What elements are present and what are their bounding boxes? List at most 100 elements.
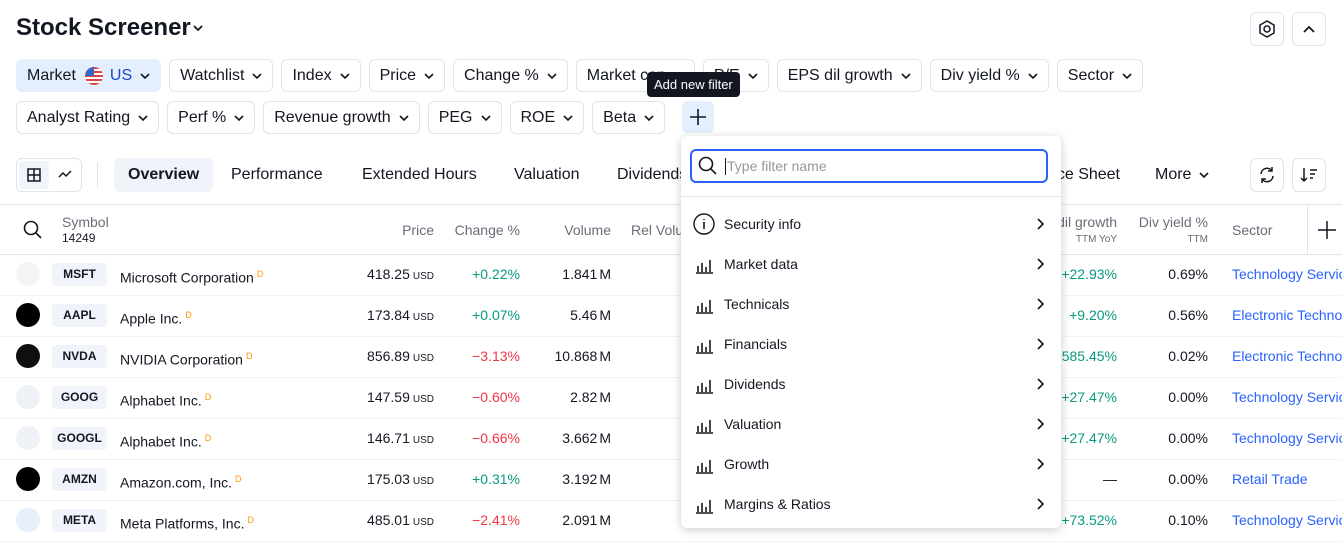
- tab[interactable]: Extended Hours: [362, 166, 477, 183]
- sector[interactable]: Technology Services: [1232, 430, 1342, 446]
- volume-unit: M: [599, 389, 611, 405]
- page-title[interactable]: Stock Screener: [16, 14, 191, 41]
- tab[interactable]: Performance: [231, 166, 323, 183]
- div-yield: 0.00%: [1168, 430, 1208, 446]
- column-header: Price: [402, 222, 434, 238]
- price-value: 147.59: [367, 389, 410, 405]
- ticker-badge[interactable]: GOOG: [52, 386, 107, 409]
- menu-icon: [693, 453, 715, 475]
- settings-button[interactable]: [1250, 12, 1284, 46]
- filter-pill[interactable]: Div yield %: [929, 59, 1049, 92]
- volume: 1.841 M: [562, 254, 611, 295]
- menu-item[interactable]: Dividends: [681, 364, 1061, 404]
- sort-button[interactable]: [1292, 158, 1326, 192]
- menu-icon: [693, 213, 715, 235]
- filter-row: Analyst Rating Perf % Revenue growth PEG ROE…: [16, 101, 666, 134]
- sector[interactable]: Technology Services: [1232, 389, 1342, 405]
- sector[interactable]: Electronic Technology: [1232, 307, 1342, 323]
- eps-growth: +22.93%: [1061, 266, 1117, 282]
- ticker-badge[interactable]: GOOGL: [52, 427, 107, 450]
- add-filter-button[interactable]: [682, 101, 714, 133]
- currency: USD: [412, 394, 434, 405]
- filter-pill[interactable]: Market US: [16, 59, 162, 92]
- menu-item[interactable]: Growth: [681, 444, 1061, 484]
- table-row[interactable]: AAPL Apple Inc. D 173.84 USD +0.07% 5.46 M +9.20…: [0, 295, 1342, 337]
- filter-pill[interactable]: Index: [281, 59, 361, 92]
- ticker-badge[interactable]: AMZN: [52, 468, 107, 491]
- menu-item[interactable]: Margins & Ratios: [681, 484, 1061, 524]
- refresh-button[interactable]: [1250, 158, 1284, 192]
- column-header: Volume: [564, 222, 611, 238]
- filter-label: Market: [27, 66, 76, 84]
- chevron: [1036, 378, 1044, 390]
- chevron: [480, 114, 491, 122]
- volume-value: 3.192: [562, 471, 598, 487]
- volume-unit: M: [599, 471, 611, 487]
- eps-growth: —: [1103, 471, 1117, 487]
- company-name-text: Meta Platforms, Inc.: [120, 515, 245, 532]
- table-row[interactable]: NVDA NVIDIA Corporation D 856.89 USD −3.13% 10…: [0, 336, 1342, 378]
- tab[interactable]: Dividends: [617, 166, 688, 183]
- filter-pill[interactable]: EPS dil growth: [776, 59, 922, 92]
- filter-pill[interactable]: PEG: [427, 101, 502, 134]
- eps-growth: +9.20%: [1069, 307, 1117, 323]
- menu-item[interactable]: Security info: [681, 204, 1061, 244]
- price-value: 173.84: [367, 307, 410, 323]
- ticker-badge[interactable]: META: [52, 509, 107, 532]
- menu-label: Security info: [724, 216, 802, 232]
- table-row[interactable]: MSFT Microsoft Corporation D 418.25 USD +0.22…: [0, 254, 1342, 296]
- view-toggle[interactable]: [16, 158, 82, 192]
- filter-pill[interactable]: Beta: [592, 101, 666, 134]
- eps-growth: +27.47%: [1061, 389, 1117, 405]
- sector[interactable]: Technology Services: [1232, 266, 1342, 282]
- chevron: [1036, 298, 1044, 310]
- search-icon[interactable]: [23, 220, 43, 240]
- chevron: [901, 72, 911, 80]
- filter-label: Index: [292, 66, 332, 84]
- menu-item[interactable]: Technicals: [681, 284, 1061, 324]
- company-name-text: Amazon.com, Inc.: [120, 474, 233, 491]
- sector[interactable]: Electronic Technology: [1232, 348, 1342, 364]
- chevron: [1036, 498, 1044, 510]
- column-header: Div yield %: [1138, 214, 1208, 230]
- filter-pill[interactable]: Revenue growth: [263, 101, 420, 134]
- sector[interactable]: Retail Trade: [1232, 471, 1308, 487]
- chevron: [1028, 72, 1038, 80]
- menu-item[interactable]: Market data: [681, 244, 1061, 284]
- ticker-badge[interactable]: MSFT: [52, 263, 107, 286]
- tab[interactable]: More: [1155, 158, 1210, 192]
- currency: USD: [412, 353, 434, 364]
- filter-pill[interactable]: Price: [368, 59, 446, 92]
- chevron: [644, 114, 654, 122]
- ticker-badge[interactable]: NVDA: [52, 345, 107, 368]
- column-divider: [1307, 205, 1308, 254]
- tab[interactable]: Valuation: [514, 166, 580, 183]
- menu-item[interactable]: Valuation: [681, 404, 1061, 444]
- collapse-button[interactable]: [1292, 12, 1326, 46]
- menu-icon: [693, 413, 715, 435]
- filter-label: Price: [379, 66, 417, 84]
- company-logo: [16, 467, 40, 491]
- table-row[interactable]: META Meta Platforms, Inc. D 485.01 USD −2.41%…: [0, 500, 1342, 542]
- tab[interactable]: Overview: [114, 158, 214, 192]
- menu-label: Dividends: [724, 376, 786, 392]
- filter-pill[interactable]: ROE: [509, 101, 585, 134]
- sector[interactable]: Technology Services: [1232, 512, 1342, 528]
- filter-pill[interactable]: Perf %: [167, 101, 256, 134]
- add-column[interactable]: [1317, 220, 1337, 240]
- currency: USD: [412, 312, 434, 323]
- filter-pill[interactable]: Analyst Rating: [16, 101, 160, 134]
- table-row[interactable]: GOOG Alphabet Inc. D 147.59 USD −0.60% 2.82 M +2…: [0, 377, 1342, 419]
- filter-pill[interactable]: Sector: [1056, 59, 1144, 92]
- table-row[interactable]: AMZN Amazon.com, Inc. D 175.03 USD +0.31% 3.19…: [0, 459, 1342, 501]
- menu-item[interactable]: Financials: [681, 324, 1061, 364]
- column-subheader: TTM: [1187, 234, 1208, 245]
- filter-pill[interactable]: Watchlist: [169, 59, 274, 92]
- ticker-badge[interactable]: AAPL: [52, 304, 107, 327]
- flag-icon: [84, 66, 104, 86]
- filter-search[interactable]: Type filter name: [690, 149, 1048, 183]
- volume: 2.091 M: [562, 500, 611, 541]
- table-row[interactable]: GOOGL Alphabet Inc. D 146.71 USD −0.66% 3.662 M…: [0, 418, 1342, 460]
- filter-pill[interactable]: Change %: [453, 59, 568, 92]
